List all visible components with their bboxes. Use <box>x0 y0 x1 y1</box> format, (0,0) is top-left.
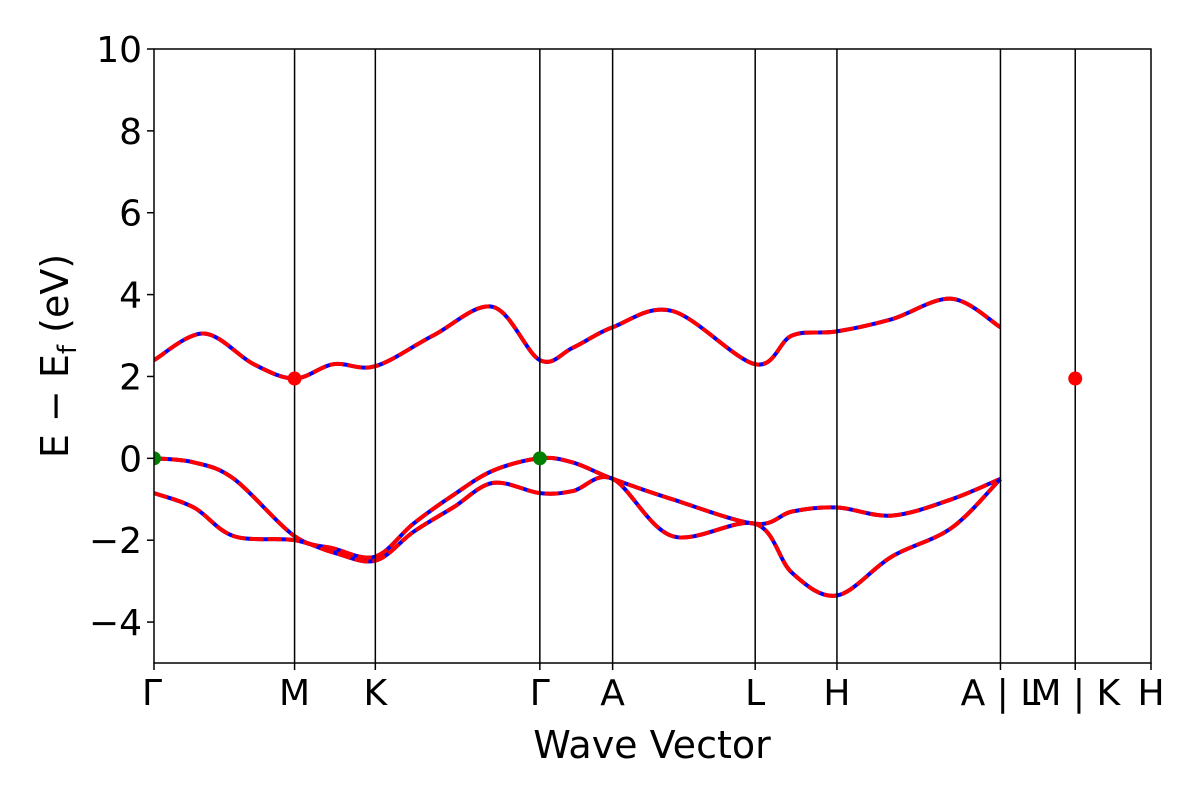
y-axis-label-main: E − E <box>33 354 77 458</box>
svg-text:E − Ef (eV): E − Ef (eV) <box>33 254 83 458</box>
y-tick-label: −2 <box>89 521 142 562</box>
y-axis-label-subscript: f <box>53 344 83 354</box>
vbm-marker <box>154 451 161 466</box>
band-valence-2-overlay <box>154 475 1002 598</box>
y-tick-label: 8 <box>119 112 142 153</box>
y-axis-label: E − Ef (eV) <box>33 254 83 458</box>
band-valence-top-overlay <box>154 455 1002 560</box>
x-axis-label: Wave Vector <box>533 723 771 767</box>
y-tick-label: 2 <box>119 357 142 398</box>
x-tick-label: L <box>745 673 765 714</box>
x-tick-label: Γ <box>142 673 162 714</box>
y-axis-label-gap <box>33 333 77 345</box>
cbm-marker <box>1068 371 1083 386</box>
cbm-marker <box>287 371 302 386</box>
x-tick-label: H <box>823 673 850 714</box>
high-symmetry-lines <box>293 49 1076 663</box>
x-tick-label: M | K <box>1030 673 1121 714</box>
y-tick-label: 0 <box>119 439 142 480</box>
y-tick-label: −4 <box>89 603 142 644</box>
band-valence-2-reference <box>154 475 1002 598</box>
x-tick-label: A | L <box>961 673 1041 714</box>
x-tick-label: K <box>364 673 389 714</box>
x-tick-label: H <box>1137 673 1164 714</box>
y-tick-label: 4 <box>119 276 142 317</box>
plot-frame <box>153 48 1152 664</box>
x-tick-label: A <box>600 673 625 714</box>
y-axis-ticks: −4 −2 0 2 4 6 8 10 <box>89 30 154 644</box>
y-tick-label: 10 <box>96 30 142 71</box>
vbm-marker <box>532 451 547 466</box>
x-axis-ticks: Γ M K Γ A L H A | LM | K H <box>142 663 1165 714</box>
y-tick-label: 6 <box>119 194 142 235</box>
extrema-markers <box>154 371 1083 466</box>
band-conduction-bottom-reference <box>154 296 1002 381</box>
bands-layer <box>154 296 1002 598</box>
y-axis-label-unit: (eV) <box>33 254 77 333</box>
x-tick-label: Γ <box>530 673 550 714</box>
band-valence-top-reference <box>154 455 1002 560</box>
band-conduction-bottom-overlay <box>154 296 1002 381</box>
x-tick-label: M <box>279 673 310 714</box>
